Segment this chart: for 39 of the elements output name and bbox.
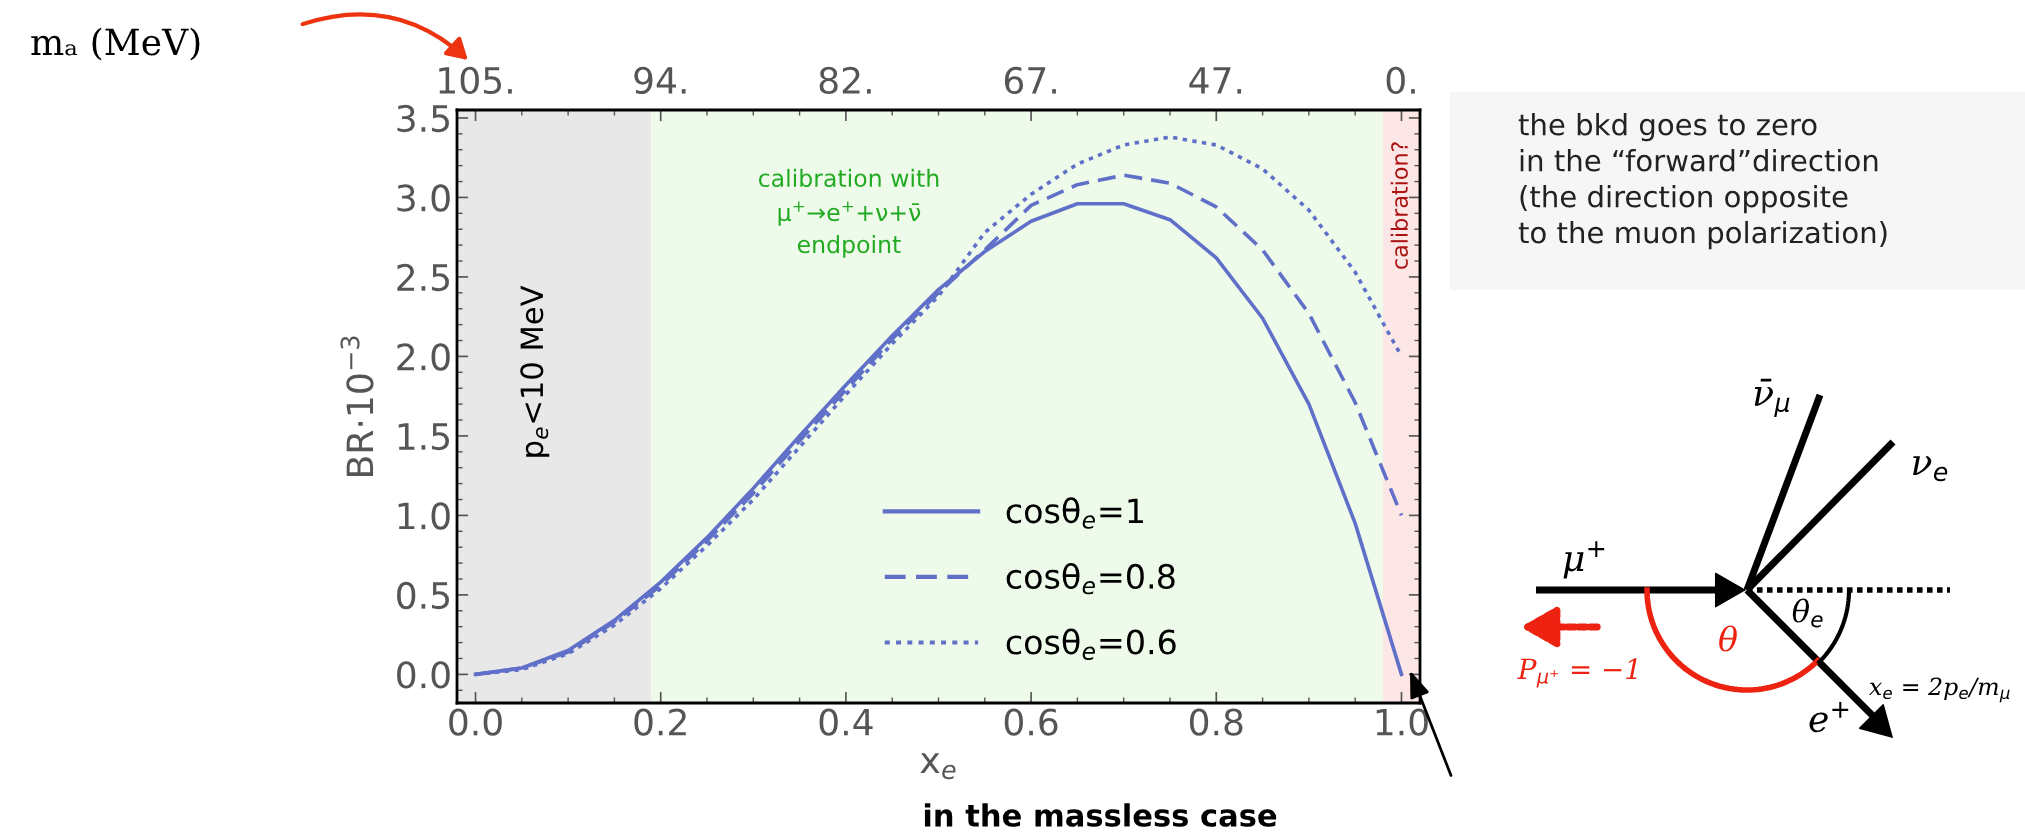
text: e$^{+}$ [1809,701,1849,733]
x2-axis-title: mₐ (MeV) [31,27,200,61]
text: ν$_{e}$ [1913,456,1948,482]
x-tick-label: 1.0 [1376,708,1428,736]
y-tick-label: 0.0 [397,661,450,689]
text: the bkd goes to zero in the “forward”direction (the direction opposite to the muon polarization) [1518,113,1887,250]
text: 47. [1189,67,1242,94]
text: μ$^{+}$ [1563,541,1605,579]
legend-label: cosθ$_{e}$=1 [1006,497,1143,529]
x-axis-title: x$_{e}$ [920,753,956,780]
y-tick-label: 1.0 [398,502,450,530]
band-label: calibration? [1390,142,1408,269]
y-tick-label: 0.5 [397,581,449,610]
text: 67. [1004,66,1056,95]
x-tick-label: 0.0 [449,708,502,736]
text: 82. [819,66,871,95]
y-tick-label: 1.5 [398,423,449,451]
y-axis-title: BR·10$^{−3}$ [340,336,374,476]
text: θ$_{e}$ [1792,598,1823,628]
legend-label: cosθ$_{e}$=0.6 [1006,628,1176,660]
text: θ [1719,625,1737,652]
legend-label: cosθ$_{e}$=0.8 [1006,562,1175,595]
y-tick-label: 3.0 [397,184,450,212]
text: 0. [1386,66,1415,95]
x-tick-label: 0.4 [819,708,873,736]
x-tick-label: 0.2 [634,708,686,736]
y-tick-label: 3.5 [397,104,449,133]
y-tick-label: 2.5 [397,263,449,292]
text: 105. [439,66,512,95]
text: 94. [634,66,686,95]
text: P$_{μ⁺}$ = −1 [1517,658,1637,688]
y-tick-label: 2.0 [397,343,450,371]
band-label: calibration with μ$^{+}$→e$^{+}$+ν+ν̄ endpoint [758,168,939,258]
text: in the massless case [924,803,1277,827]
text: ν̄$_{μ}$ [1754,378,1790,417]
band-label: p$_{e}$<10 MeV [520,285,550,457]
x-tick-label: 0.6 [1004,708,1058,736]
text: x$_{e}$ = 2p$_{e}$/m$_{μ}$ [1869,677,2010,703]
x-tick-label: 0.8 [1189,708,1243,736]
